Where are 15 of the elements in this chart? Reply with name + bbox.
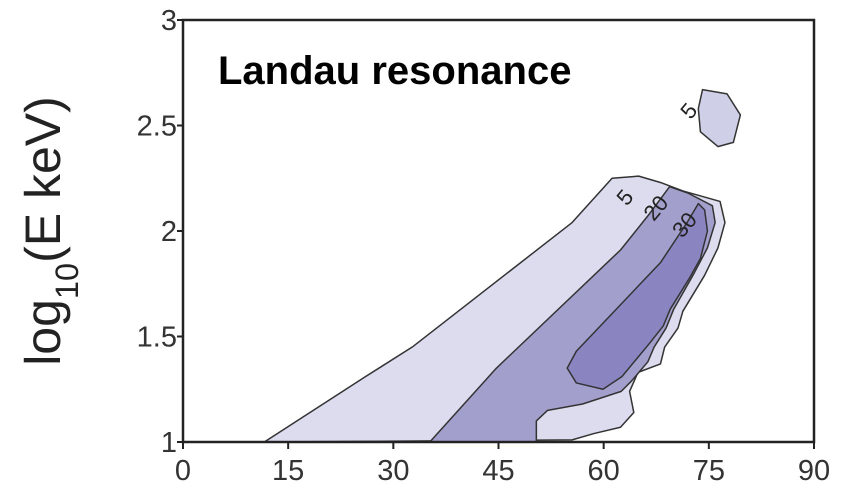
y-tick-label: 3 — [160, 5, 177, 38]
text: 5 — [675, 98, 702, 124]
y-tick-label: 2.5 — [136, 110, 177, 143]
x-tick-label: 90 — [798, 455, 830, 487]
x-tick-label: 0 — [174, 455, 192, 487]
x-tick-label: 15 — [272, 455, 304, 487]
text: Landau resonance — [218, 49, 572, 93]
x-tick-label: 75 — [692, 455, 725, 487]
x-tick-label: 30 — [377, 455, 410, 487]
series-label: 5 — [611, 184, 638, 210]
x-tick-label: 60 — [588, 455, 620, 487]
y-tick-label: 1 — [160, 427, 177, 460]
x-tick-label: 45 — [482, 455, 515, 487]
y-tick-label: 2 — [160, 216, 177, 248]
y-tick-label: 1.5 — [136, 322, 177, 354]
